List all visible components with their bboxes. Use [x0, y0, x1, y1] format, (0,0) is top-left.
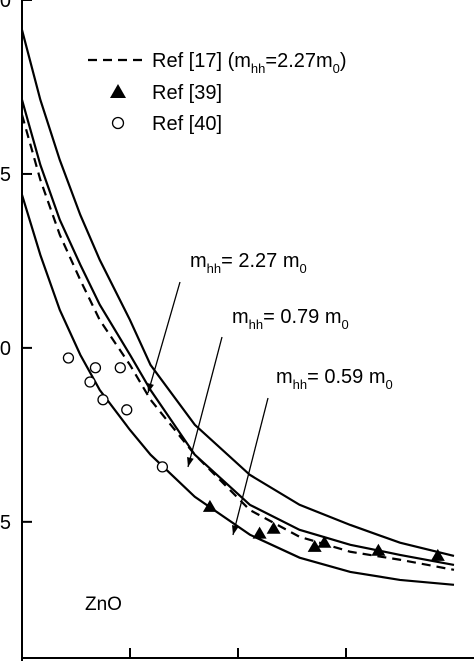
- curve-label-part: m: [232, 306, 249, 328]
- legend-label: Ref [39]: [152, 82, 222, 104]
- curve-label-part: 0: [300, 261, 307, 276]
- triangle-point: [371, 543, 386, 556]
- curve-label-part: = 0.59 m: [307, 366, 385, 388]
- y-tick-label: 0: [0, 338, 11, 360]
- triangle-point: [252, 526, 267, 539]
- legend-label-part: ): [340, 50, 347, 72]
- line-series: [20, 29, 455, 558]
- curve-label-part: hh: [249, 317, 263, 332]
- curve-label-part: m: [276, 366, 293, 388]
- triangle-point: [430, 548, 445, 561]
- curve-label-part: 0: [386, 377, 393, 392]
- circle-point: [89, 362, 102, 374]
- legend-label-part: 0: [333, 61, 340, 76]
- line-series: [20, 114, 455, 571]
- legend-label-part: hh: [251, 61, 265, 76]
- triangle-point: [266, 521, 281, 534]
- legend-label-part: =2.27m: [265, 50, 332, 72]
- arrow-head: [187, 457, 194, 467]
- curve-label-part: 0: [342, 317, 349, 332]
- curve-label: mhh= 0.59 m0: [276, 366, 393, 392]
- triangle-point: [307, 539, 322, 552]
- annotation: ZnO: [85, 594, 122, 615]
- curve-label-part: m: [190, 250, 207, 272]
- y-tick-label: 0: [0, 0, 11, 12]
- arrow-head: [147, 383, 154, 393]
- legend-label-part: Ref [17] (m: [152, 50, 251, 72]
- triangle-point: [202, 499, 217, 512]
- y-tick-label: 5: [0, 164, 11, 186]
- line-series: [20, 194, 455, 586]
- arrow-line: [187, 336, 223, 468]
- circle-point: [84, 376, 96, 388]
- legend-label: Ref [40]: [152, 113, 222, 135]
- triangle-point: [317, 535, 332, 548]
- legend-circle: [111, 116, 125, 130]
- curve-label-part: hh: [207, 261, 221, 276]
- circle-point: [97, 394, 109, 406]
- arrow-line: [147, 281, 181, 394]
- circle-point: [121, 404, 133, 416]
- curve-label-part: hh: [293, 377, 307, 392]
- curve-label-part: = 2.27 m: [221, 250, 299, 272]
- arrow-head: [232, 525, 239, 535]
- circle-point: [156, 461, 169, 473]
- line-series: [20, 99, 455, 567]
- curve-label: mhh= 2.27 m0: [190, 250, 307, 276]
- curve-label: mhh= 0.79 m0: [232, 306, 349, 332]
- legend-label: Ref [17] (mhh=2.27m0): [152, 50, 347, 76]
- arrow-line: [232, 397, 269, 536]
- circle-point: [114, 362, 126, 374]
- y-tick-label: 5: [0, 512, 11, 534]
- circle-point: [62, 352, 75, 364]
- curve-label-part: = 0.79 m: [263, 306, 341, 328]
- legend-triangle: [110, 84, 126, 98]
